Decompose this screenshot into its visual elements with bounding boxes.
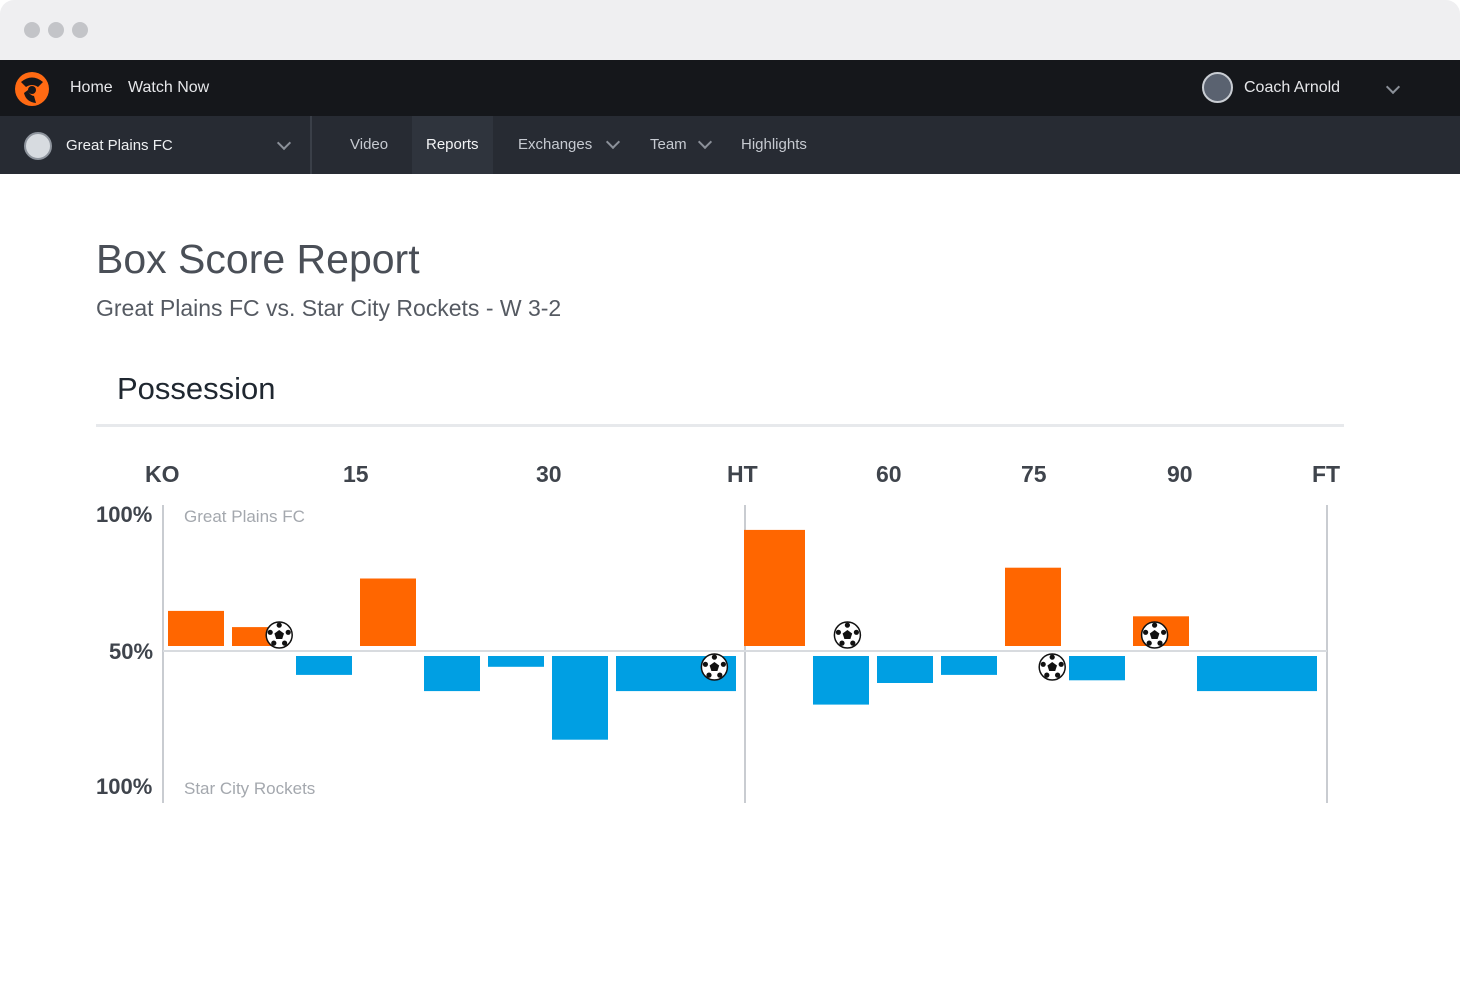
home-possession-bar [744,529,805,646]
away-possession-bar [424,656,480,692]
away-possession-bar [296,656,352,675]
away-team-label: Star City Rockets [184,779,316,798]
home-possession-bar [360,578,416,646]
tab-reports[interactable]: Reports [412,116,493,174]
team-selector-label: Great Plains FC [66,137,173,154]
away-possession-bar [552,656,608,740]
window-close-dot[interactable] [24,22,40,38]
away-possession-bar [877,656,933,683]
home-possession-bar [1005,567,1061,646]
y-tick-label: 100% [96,774,153,799]
y-tick-label: 50% [109,639,154,664]
away-possession-bar [1197,656,1317,692]
tab-team[interactable]: Team [650,136,687,153]
window-minimize-dot[interactable] [48,22,64,38]
away-possession-bar [941,656,997,675]
user-name[interactable]: Coach Arnold [1244,79,1341,96]
away-possession-bar [813,656,869,705]
x-tick-label: 60 [876,461,902,487]
goal-soccer-ball-icon [1140,621,1169,649]
tab-exchanges[interactable]: Exchanges [518,136,593,153]
goal-soccer-ball-icon [1038,653,1066,681]
x-tick-label: 90 [1167,461,1193,487]
x-tick-label: FT [1312,461,1341,487]
goal-soccer-ball-icon [265,621,293,649]
user-avatar[interactable] [1202,72,1233,103]
tab-highlights[interactable]: Highlights [741,136,807,153]
home-team-label: Great Plains FC [184,507,305,526]
team-selector[interactable]: Great Plains FC [0,116,312,174]
x-tick-label: HT [727,461,758,487]
page-title: Box Score Report [96,236,420,282]
nav-home-link[interactable]: Home [70,79,113,96]
goal-soccer-ball-icon [700,653,729,681]
tab-video[interactable]: Video [350,136,389,153]
home-possession-bar [168,610,224,646]
away-possession-bar [488,656,544,667]
x-tick-label: 30 [536,461,562,487]
section-title: Possession [117,371,276,406]
match-subtitle: Great Plains FC vs. Star City Rockets - … [96,295,562,321]
x-tick-label: 75 [1021,461,1047,487]
window-titlebar [0,0,1460,60]
soccer-ball-icon [24,132,52,160]
window-maximize-dot[interactable] [72,22,88,38]
x-tick-label: 15 [343,461,369,487]
brand-logo-icon[interactable] [12,69,52,109]
y-tick-label: 100% [96,502,153,527]
goal-soccer-ball-icon [833,621,862,649]
nav-watch-now-link[interactable]: Watch Now [128,79,210,96]
secondary-navigation: Great Plains FC Video Reports Exchanges … [0,116,1460,174]
away-possession-bar [1069,656,1125,681]
section-divider [96,424,1344,427]
top-navigation: Home Watch Now Coach Arnold [0,60,1460,116]
x-tick-label: KO [145,461,180,487]
